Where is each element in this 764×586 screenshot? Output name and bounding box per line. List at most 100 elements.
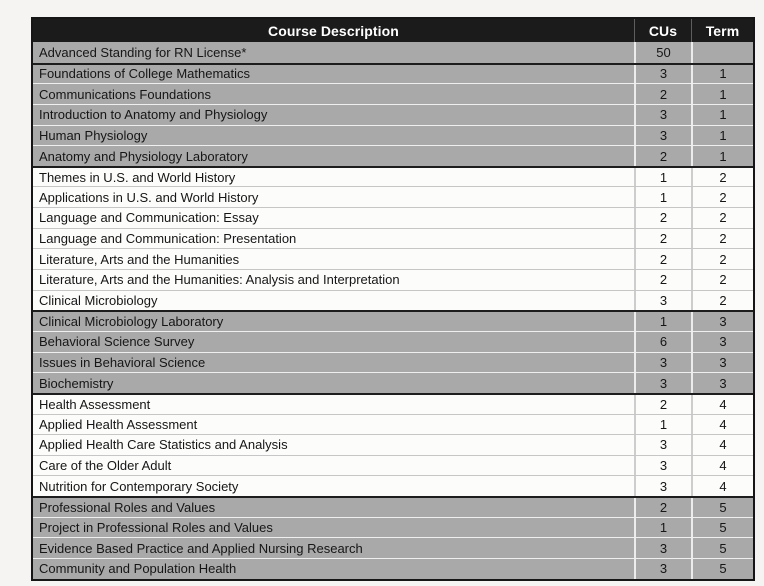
cell-term: 4: [691, 435, 753, 455]
cell-course-description: Professional Roles and Values: [39, 499, 216, 515]
cell-term: 3: [691, 331, 753, 352]
cell-term: 2: [691, 270, 753, 290]
cell-course-description: Anatomy and Physiology Laboratory: [39, 148, 248, 164]
table-row: Applied Health Assessment 1 4: [33, 413, 753, 435]
cell-course-description: Evidence Based Practice and Applied Nurs…: [39, 540, 363, 556]
cell-cus: 3: [634, 125, 691, 146]
cell-term: 1: [691, 146, 753, 166]
table-row: Care of the Older Adult 3 4: [33, 454, 753, 476]
cell-course-description: Language and Communication: Presentation: [39, 231, 297, 247]
table-row: Foundations of College Mathematics 3 1: [33, 62, 753, 84]
table-row: Applied Health Care Statistics and Analy…: [33, 434, 753, 455]
cell-course-description: Applied Health Care Statistics and Analy…: [39, 437, 288, 453]
table-row: Clinical Microbiology 3 2: [33, 289, 753, 311]
course-table: Course Description CUs Term Advanced Sta…: [31, 17, 755, 581]
table-row: Health Assessment 2 4: [33, 392, 753, 414]
table-row: Clinical Microbiology Laboratory 1 3: [33, 310, 753, 331]
cell-cus: 1: [634, 167, 691, 187]
cell-cus: 2: [634, 249, 691, 270]
cell-cus: 2: [634, 394, 691, 414]
column-header-term: Term: [691, 19, 753, 42]
cell-term: 3: [691, 352, 753, 373]
cell-term: 3: [691, 312, 753, 331]
cell-course-description: Literature, Arts and the Humanities: [39, 251, 240, 267]
table-header-row: Course Description CUs Term: [33, 19, 753, 42]
table-body: Advanced Standing for RN License* 50 Found…: [33, 42, 753, 579]
table-row: Applications in U.S. and World History 1 2: [33, 186, 753, 208]
cell-course-description: Themes in U.S. and World History: [39, 169, 236, 185]
table-row: Communications Foundations 2 1: [33, 83, 753, 104]
cell-term: 1: [691, 104, 753, 125]
table-row: Language and Communication: Essay 2 2: [33, 207, 753, 228]
cell-course-description: Project in Professional Roles and Values: [39, 520, 273, 536]
cell-cus: 2: [634, 228, 691, 249]
cell-cus: 3: [634, 104, 691, 125]
cell-term: 1: [691, 64, 753, 84]
table-row: Community and Population Health 3 5: [33, 558, 753, 579]
cell-cus: 2: [634, 270, 691, 290]
table-row: Professional Roles and Values 2 5: [33, 496, 753, 517]
cell-term: 2: [691, 290, 753, 311]
table-row: Anatomy and Physiology Laboratory 2 1: [33, 145, 753, 166]
cell-course-description: Introduction to Anatomy and Physiology: [39, 107, 268, 123]
cell-term: 5: [691, 538, 753, 559]
cell-cus: 2: [634, 498, 691, 517]
cell-term: 2: [691, 167, 753, 187]
cell-term: 1: [691, 84, 753, 104]
cell-cus: 3: [634, 290, 691, 311]
cell-term: 2: [691, 208, 753, 228]
cell-cus: 3: [634, 352, 691, 373]
cell-term: 2: [691, 249, 753, 270]
cell-course-description: Communications Foundations: [39, 86, 211, 102]
table-row: Human Physiology 3 1: [33, 124, 753, 146]
cell-cus: 6: [634, 331, 691, 352]
cell-course-description: Language and Communication: Essay: [39, 210, 259, 226]
cell-course-description: Advanced Standing for RN License*: [39, 44, 247, 60]
cell-term: 5: [691, 517, 753, 538]
cell-cus: 1: [634, 187, 691, 208]
table-row: Nutrition for Contemporary Society 3 4: [33, 475, 753, 497]
table-row: Introduction to Anatomy and Physiology 3 1: [33, 103, 753, 125]
column-header-cus: CUs: [634, 19, 691, 42]
cell-cus: 50: [634, 42, 691, 63]
cell-cus: 3: [634, 538, 691, 559]
cell-term: 4: [691, 455, 753, 476]
cell-cus: 3: [634, 373, 691, 393]
table-row: Literature, Arts and the Humanities 2 2: [33, 248, 753, 270]
cell-term: [691, 42, 753, 63]
cell-cus: 2: [634, 146, 691, 166]
table-row: Evidence Based Practice and Applied Nurs…: [33, 537, 753, 559]
table-row: Themes in U.S. and World History 1 2: [33, 165, 753, 187]
cell-course-description: Applied Health Assessment: [39, 416, 198, 432]
cell-term: 2: [691, 228, 753, 249]
cell-course-description: Foundations of College Mathematics: [39, 66, 251, 82]
cell-term: 3: [691, 373, 753, 393]
table-row: Project in Professional Roles and Values…: [33, 516, 753, 538]
table-row: Language and Communication: Presentation…: [33, 227, 753, 249]
cell-cus: 3: [634, 64, 691, 84]
cell-cus: 3: [634, 476, 691, 497]
cell-term: 4: [691, 414, 753, 435]
cell-cus: 2: [634, 208, 691, 228]
cell-course-description: Care of the Older Adult: [39, 458, 172, 474]
cell-course-description: Nutrition for Contemporary Society: [39, 478, 239, 494]
table-row: Issues in Behavioral Science 3 3: [33, 351, 753, 373]
cell-course-description: Health Assessment: [39, 396, 151, 412]
cell-course-description: Clinical Microbiology: [39, 293, 158, 308]
cell-course-description: Issues in Behavioral Science: [39, 354, 206, 370]
cell-cus: 1: [634, 517, 691, 538]
cell-term: 4: [691, 476, 753, 497]
cell-cus: 2: [634, 84, 691, 104]
cell-cus: 3: [634, 455, 691, 476]
cell-term: 5: [691, 498, 753, 517]
table-row: Advanced Standing for RN License* 50: [33, 42, 753, 63]
cell-term: 4: [691, 394, 753, 414]
cell-cus: 1: [634, 312, 691, 331]
cell-term: 5: [691, 559, 753, 579]
table-row: Biochemistry 3 3: [33, 372, 753, 393]
cell-term: 2: [691, 187, 753, 208]
cell-course-description: Clinical Microbiology Laboratory: [39, 314, 224, 330]
table-row: Behavioral Science Survey 6 3: [33, 330, 753, 352]
cell-cus: 3: [634, 435, 691, 455]
cell-course-description: Applications in U.S. and World History: [39, 189, 259, 205]
